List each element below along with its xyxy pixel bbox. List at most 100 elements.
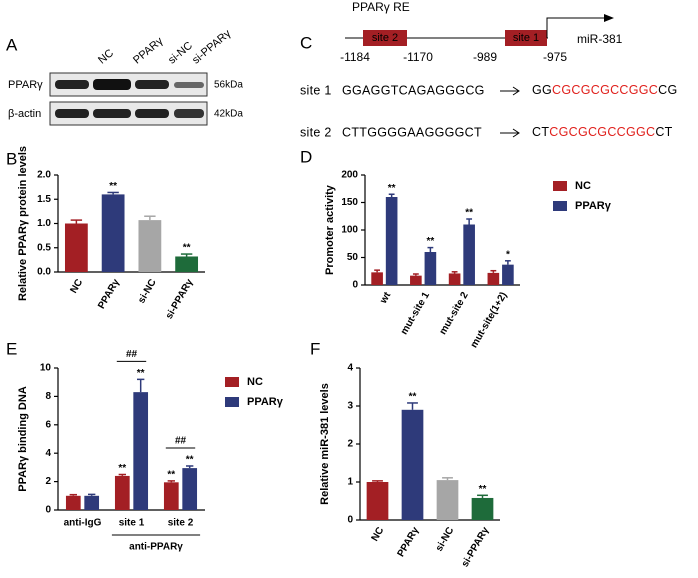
x-tick-label: si-PPARγ xyxy=(164,277,196,321)
x-tick-label: PPARγ xyxy=(396,525,422,559)
promoter: PPARγ RE site 2 site 1 miR-381 -1184 -11… xyxy=(300,0,677,139)
band xyxy=(174,82,204,88)
bar xyxy=(436,480,459,520)
mut-part: CT xyxy=(655,125,672,139)
x-tick-label: anti-IgG xyxy=(64,518,102,529)
arrow xyxy=(500,128,520,138)
y-tick-label: 1.0 xyxy=(37,218,51,229)
bar xyxy=(175,256,199,272)
significance: ** xyxy=(465,208,473,219)
bar xyxy=(502,264,514,285)
x-tick-label: si-PPARγ xyxy=(460,525,492,569)
mut-part: GG xyxy=(532,83,552,97)
band xyxy=(174,109,204,118)
row-label: PPARγ xyxy=(8,79,43,91)
bar xyxy=(371,272,383,285)
significance: ** xyxy=(479,484,487,495)
bar xyxy=(65,495,81,510)
lane-label: NC xyxy=(96,47,116,66)
wild-seq: GGAGGTCAGAGGGCG xyxy=(342,83,485,97)
mut-part: CG xyxy=(658,83,677,97)
band xyxy=(93,79,131,90)
y-tick-label: 8 xyxy=(45,391,51,402)
panel-label: B xyxy=(6,149,17,168)
bar xyxy=(463,224,475,285)
y-axis-label: Promoter activity xyxy=(324,184,336,275)
legend-swatch xyxy=(553,201,567,211)
band xyxy=(93,109,131,118)
significance: ** xyxy=(118,463,126,474)
y-tick-label: 0 xyxy=(352,280,358,291)
bar xyxy=(84,495,100,510)
gene-label: miR-381 xyxy=(577,32,623,46)
y-tick-label: 4 xyxy=(45,448,51,459)
panel-label: F xyxy=(310,339,320,358)
site-label: site 1 xyxy=(513,32,539,44)
y-tick-label: 200 xyxy=(341,170,358,181)
bar xyxy=(401,409,424,520)
x-tick-label: NC xyxy=(69,277,86,295)
bar xyxy=(487,272,500,285)
group-label: anti-PPARγ xyxy=(129,542,183,553)
mut-part: CGCGCGCCGGC xyxy=(552,83,658,97)
y-tick-label: 0 xyxy=(347,515,353,526)
significance: ** xyxy=(109,181,117,192)
y-axis-label: Relative PPARγ protein levels xyxy=(17,146,29,301)
x-tick-label: mut-site(1+2) xyxy=(469,290,510,350)
x-tick-label: mut-site 2 xyxy=(438,290,471,337)
x-tick-label: mut-site 1 xyxy=(399,290,432,337)
x-tick-label: PPARγ xyxy=(96,277,122,311)
site-box xyxy=(505,30,547,46)
y-tick-label: 6 xyxy=(45,419,51,430)
bar xyxy=(385,197,398,285)
y-tick-label: 150 xyxy=(341,197,358,208)
position: -989 xyxy=(473,50,497,64)
size-label: 42kDa xyxy=(214,109,243,120)
bar xyxy=(182,468,198,510)
significance: ** xyxy=(186,455,194,466)
position: -1170 xyxy=(403,50,433,64)
position: -1184 xyxy=(340,50,370,64)
y-tick-label: 0.5 xyxy=(37,242,51,253)
y-tick-label: 50 xyxy=(347,252,359,263)
y-tick-label: 4 xyxy=(347,363,353,374)
lane-label: si-PPARγ xyxy=(190,27,234,66)
band xyxy=(135,80,169,89)
size-label: 56kDa xyxy=(214,80,243,91)
bracket-label: ## xyxy=(126,349,138,360)
legend-swatch xyxy=(225,397,239,407)
lane-label: si-NC xyxy=(166,40,195,67)
y-tick-label: 2 xyxy=(45,476,51,487)
x-tick-label: site 1 xyxy=(119,518,145,529)
bar xyxy=(424,252,437,285)
y-tick-label: 0 xyxy=(45,505,51,516)
bar xyxy=(366,482,389,520)
x-tick-label: si-NC xyxy=(136,277,159,305)
legend-label: NC xyxy=(575,180,591,192)
x-tick-label: site 2 xyxy=(168,518,194,529)
promoter-title: PPARγ RE xyxy=(352,0,410,14)
bar xyxy=(448,273,461,285)
position: -975 xyxy=(543,50,567,64)
mut-seq: GGCGCGCGCCGGCCG xyxy=(532,83,677,97)
legend-label: PPARγ xyxy=(575,200,612,212)
lane-label: PPARγ xyxy=(131,35,166,67)
panel-label: C xyxy=(300,33,312,52)
bar xyxy=(138,220,162,272)
y-tick-label: 100 xyxy=(341,225,358,236)
y-tick-label: 1.5 xyxy=(37,194,51,205)
panel-label: E xyxy=(6,339,17,358)
bar xyxy=(114,475,130,510)
legend-label: NC xyxy=(247,376,263,388)
bar xyxy=(410,275,422,285)
significance: ** xyxy=(167,470,175,481)
significance: ** xyxy=(388,183,396,194)
bar xyxy=(471,497,494,520)
mut-seq: CTCGCGCGCCGGCCT xyxy=(532,125,673,139)
arrow xyxy=(500,86,520,96)
significance: ** xyxy=(183,243,191,254)
y-tick-label: 1 xyxy=(347,477,353,488)
band xyxy=(55,80,89,89)
x-tick-label: si-NC xyxy=(434,525,457,553)
